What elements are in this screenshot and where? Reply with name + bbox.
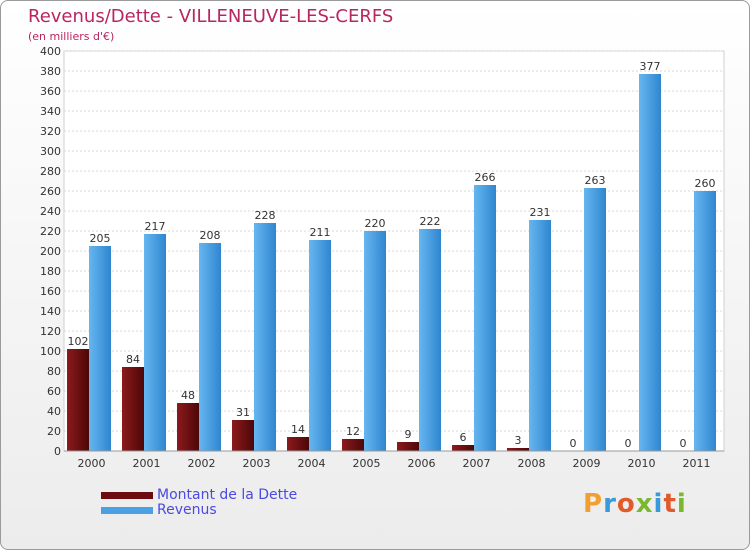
- revenus-value-label-2002: 208: [200, 229, 221, 242]
- y-tick-label: 240: [40, 205, 61, 218]
- revenus-value-label-2000: 205: [90, 232, 111, 245]
- revenus-bar-2006: [419, 229, 441, 451]
- x-tick-label-2004: 2004: [298, 457, 326, 470]
- x-tick-label-2011: 2011: [683, 457, 711, 470]
- x-tick-label-2001: 2001: [133, 457, 161, 470]
- y-tick-label: 320: [40, 125, 61, 138]
- revenus-bar-2007: [474, 185, 496, 451]
- y-tick-label: 160: [40, 285, 61, 298]
- dette-bar-2005: [342, 439, 364, 451]
- y-tick-label: 400: [40, 45, 61, 58]
- revenus-bar-2002: [199, 243, 221, 451]
- dette-bar-2003: [232, 420, 254, 451]
- x-tick-label-2009: 2009: [573, 457, 601, 470]
- y-tick-label: 280: [40, 165, 61, 178]
- dette-bar-2008: [507, 448, 529, 451]
- x-tick-label-2010: 2010: [628, 457, 656, 470]
- y-tick-label: 40: [47, 405, 61, 418]
- revenus-bar-2008: [529, 220, 551, 451]
- x-tick-label-2008: 2008: [518, 457, 546, 470]
- dette-bar-2001: [122, 367, 144, 451]
- legend-label-dette: Montant de la Dette: [157, 487, 298, 503]
- dette-value-label-2003: 31: [236, 406, 250, 419]
- revenus-bar-2001: [144, 234, 166, 451]
- y-tick-label: 20: [47, 425, 61, 438]
- revenus-bar-2009: [584, 188, 606, 451]
- x-tick-label-2000: 2000: [78, 457, 106, 470]
- dette-value-label-2002: 48: [181, 389, 195, 402]
- revenus-value-label-2009: 263: [585, 174, 606, 187]
- y-tick-label: 100: [40, 345, 61, 358]
- dette-value-label-2001: 84: [126, 353, 140, 366]
- y-tick-label: 260: [40, 185, 61, 198]
- x-tick-label-2005: 2005: [353, 457, 381, 470]
- revenus-bar-2004: [309, 240, 331, 451]
- dette-value-label-2009: 0: [570, 437, 577, 450]
- y-tick-label: 220: [40, 225, 61, 238]
- proxiti-logo: Proxiti: [583, 489, 687, 519]
- dette-bar-2000: [67, 349, 89, 451]
- revenus-bar-2011: [694, 191, 716, 451]
- dette-value-label-2008: 3: [515, 434, 522, 447]
- y-tick-label: 340: [40, 105, 61, 118]
- revenus-value-label-2006: 222: [420, 215, 441, 228]
- legend-swatch-revenus: [101, 507, 153, 514]
- dette-bar-2002: [177, 403, 199, 451]
- dette-value-label-2005: 12: [346, 425, 360, 438]
- revenus-bar-2005: [364, 231, 386, 451]
- revenus-bar-2000: [89, 246, 111, 451]
- revenus-bar-2010: [639, 74, 661, 451]
- x-tick-label-2006: 2006: [408, 457, 436, 470]
- dette-value-label-2011: 0: [680, 437, 687, 450]
- y-tick-label: 120: [40, 325, 61, 338]
- dette-bar-2004: [287, 437, 309, 451]
- legend-label-revenus: Revenus: [157, 502, 217, 518]
- dette-value-label-2000: 102: [68, 335, 89, 348]
- y-tick-label: 140: [40, 305, 61, 318]
- x-tick-label-2007: 2007: [463, 457, 491, 470]
- y-tick-label: 200: [40, 245, 61, 258]
- y-tick-label: 300: [40, 145, 61, 158]
- dette-value-label-2006: 9: [405, 428, 412, 441]
- revenus-value-label-2005: 220: [365, 217, 386, 230]
- revenus-value-label-2010: 377: [640, 60, 661, 73]
- y-tick-label: 180: [40, 265, 61, 278]
- y-tick-label: 80: [47, 365, 61, 378]
- revenus-value-label-2004: 211: [310, 226, 331, 239]
- x-tick-label-2003: 2003: [243, 457, 271, 470]
- y-tick-label: 60: [47, 385, 61, 398]
- chart-title: Revenus/Dette - VILLENEUVE-LES-CERFS: [28, 6, 394, 27]
- revenus-bar-2003: [254, 223, 276, 451]
- legend-swatch-dette: [101, 492, 153, 499]
- y-tick-label: 0: [54, 445, 61, 458]
- revenus-value-label-2001: 217: [145, 220, 166, 233]
- revenus-value-label-2011: 260: [695, 177, 716, 190]
- dette-bar-2006: [397, 442, 419, 451]
- revenus-value-label-2003: 228: [255, 209, 276, 222]
- dette-bar-2007: [452, 445, 474, 451]
- y-tick-label: 380: [40, 65, 61, 78]
- revenus-value-label-2007: 266: [475, 171, 496, 184]
- revenus-value-label-2008: 231: [530, 206, 551, 219]
- chart-subtitle: (en milliers d'€): [28, 30, 115, 43]
- dette-value-label-2007: 6: [460, 431, 467, 444]
- x-tick-label-2002: 2002: [188, 457, 216, 470]
- dette-value-label-2004: 14: [291, 423, 305, 436]
- y-tick-label: 360: [40, 85, 61, 98]
- dette-value-label-2010: 0: [625, 437, 632, 450]
